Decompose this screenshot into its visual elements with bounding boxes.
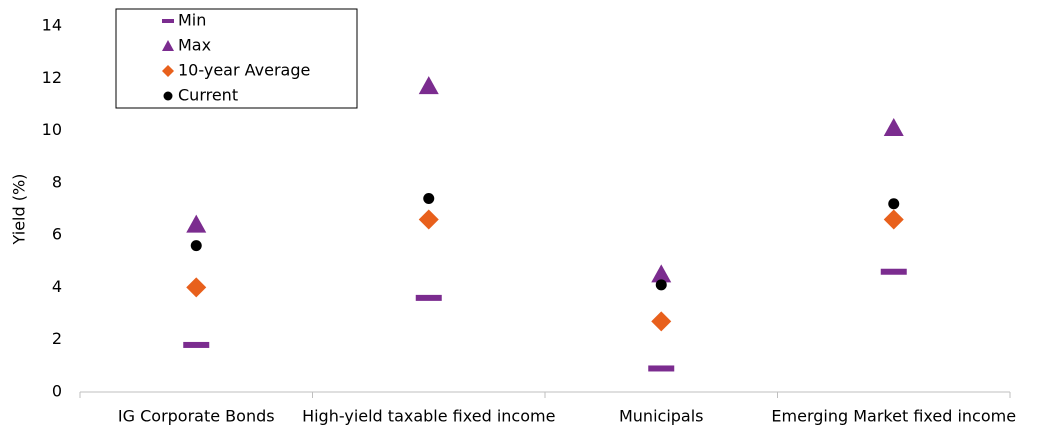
legend-box	[115, 8, 358, 109]
legend-swatch	[162, 19, 174, 23]
min-marker	[648, 365, 675, 372]
y-tick-label: 8	[52, 172, 62, 191]
average-marker	[651, 311, 672, 332]
legend-label: Current	[178, 86, 238, 105]
y-tick-label: 2	[52, 329, 62, 348]
x-tick-label: Emerging Market fixed income	[771, 407, 1016, 426]
max-marker	[418, 76, 439, 95]
y-tick-label: 6	[52, 225, 62, 244]
y-axis-label: Yield (%)	[10, 174, 29, 246]
legend-swatch	[162, 65, 174, 77]
x-tick-label: IG Corporate Bonds	[118, 407, 275, 426]
max-marker	[651, 264, 672, 283]
average-marker	[418, 209, 439, 230]
average-marker	[186, 277, 207, 298]
legend-label: Min	[178, 11, 206, 30]
average-marker	[883, 209, 904, 230]
y-tick-label: 14	[42, 16, 62, 35]
current-marker	[423, 193, 435, 205]
current-marker	[190, 240, 202, 252]
y-tick-label: 0	[52, 382, 62, 401]
current-marker	[888, 198, 900, 210]
x-tick-label: High-yield taxable fixed income	[302, 407, 555, 426]
max-marker	[883, 117, 904, 136]
x-tick-label: Municipals	[619, 407, 704, 426]
legend-label: 10-year Average	[178, 61, 310, 80]
current-marker	[655, 279, 667, 291]
y-tick-label: 10	[42, 120, 62, 139]
y-tick-label: 4	[52, 277, 62, 296]
legend-swatch	[162, 40, 174, 51]
y-tick-label: 12	[42, 68, 62, 87]
min-marker	[880, 268, 907, 275]
legend-swatch	[163, 91, 173, 101]
legend-label: Max	[178, 36, 211, 55]
max-marker	[186, 214, 207, 233]
min-marker	[415, 294, 442, 301]
min-marker	[183, 341, 210, 348]
